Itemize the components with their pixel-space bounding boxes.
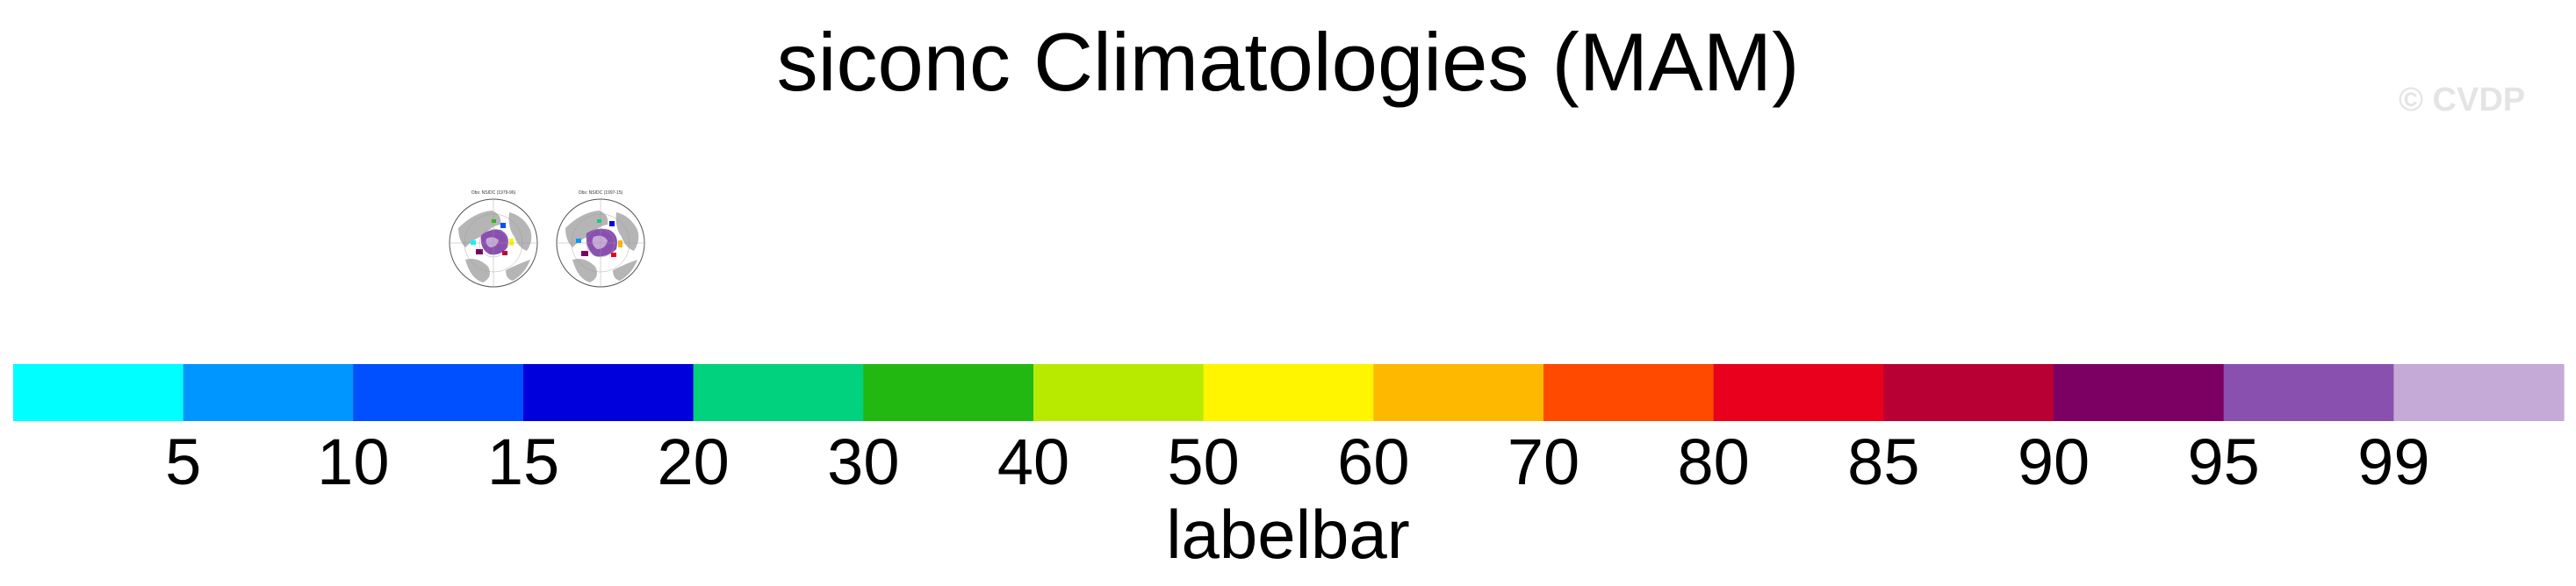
labelbar-box (2223, 364, 2394, 421)
labelbar-tick-label: 5 (165, 425, 201, 498)
labelbar-box (353, 364, 524, 421)
labelbar-box (863, 364, 1034, 421)
polar-map-panel-2: Obs: NSIDC (1997-15) (556, 190, 645, 288)
polar-map-panel-1: Obs: NSIDC (1979-96) (449, 190, 538, 288)
labelbar-box (183, 364, 354, 421)
labelbar: 5 10 15 20 30 40 50 60 70 80 85 90 95 99 (13, 364, 2565, 498)
labelbar-tick-label: 30 (827, 425, 899, 498)
labelbar-tick-label: 85 (1847, 425, 1919, 498)
panel-caption: Obs: NSIDC (1979-96) (471, 190, 516, 196)
labelbar-tick-labels: 5 10 15 20 30 40 50 60 70 80 85 90 95 99 (165, 425, 2429, 498)
labelbar-box (1883, 364, 2054, 421)
labelbar-tick-label: 15 (487, 425, 559, 498)
labelbar-tick-label: 99 (2357, 425, 2429, 498)
labelbar-box (2054, 364, 2225, 421)
labelbar-tick-label: 80 (1678, 425, 1750, 498)
labelbar-title: labelbar (1166, 496, 1410, 573)
graticule (557, 199, 644, 287)
labelbar-tick-label: 90 (2018, 425, 2090, 498)
labelbar-box (523, 364, 694, 421)
labelbar-box (1713, 364, 1884, 421)
labelbar-tick-label: 60 (1337, 425, 1409, 498)
labelbar-box (13, 364, 184, 421)
labelbar-tick-label: 95 (2188, 425, 2260, 498)
graticule (450, 199, 537, 287)
labelbar-box (1203, 364, 1374, 421)
sea-ice-cover (576, 219, 622, 257)
labelbar-tick-label: 20 (658, 425, 730, 498)
sea-ice-cover (471, 219, 514, 255)
labelbar-box (1543, 364, 1715, 421)
labelbar-tick-label: 70 (1507, 425, 1579, 498)
cvdp-watermark: © CVDP (2399, 82, 2526, 118)
labelbar-box (693, 364, 864, 421)
labelbar-box (1373, 364, 1544, 421)
panel-caption: Obs: NSIDC (1997-15) (579, 190, 623, 196)
labelbar-tick-label: 10 (317, 425, 389, 498)
labelbar-tick-label: 50 (1168, 425, 1240, 498)
labelbar-box (1033, 364, 1205, 421)
labelbar-boxes (13, 364, 2565, 421)
labelbar-tick-label: 40 (997, 425, 1069, 498)
labelbar-box (2393, 364, 2565, 421)
page-title: siconc Climatologies (MAM) (776, 16, 1800, 108)
